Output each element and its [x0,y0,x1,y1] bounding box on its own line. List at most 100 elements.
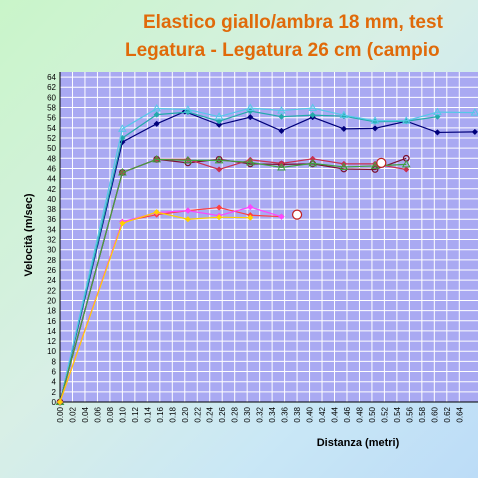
x-tick-labels: 0.00 0.02 0.04 0.06 0.08 0.10 0.12 0.14 0.16 0.18… [56,406,464,422]
x-tick-label: 0.20 [181,406,190,422]
y-tick-label: 64 [47,73,56,82]
y-tick-label: 40 [47,195,56,204]
x-tick-label: 0.44 [331,406,340,422]
series-layer [55,103,478,406]
data-point [215,118,223,125]
data-point [214,155,224,164]
y-tick-label: 46 [47,164,56,173]
data-point [278,127,285,135]
x-tick-label: 0.02 [68,406,77,422]
data-point [308,158,318,167]
y-tick-label: 10 [47,347,56,356]
x-tick-label: 0.08 [106,406,115,422]
data-point [309,155,316,162]
y-tick-label: 58 [47,104,56,113]
data-point [56,398,64,406]
data-point [277,106,286,114]
y-tick-label: 16 [47,317,56,326]
data-point [470,108,478,116]
data-point [370,161,380,169]
data-point [245,157,255,166]
data-point [401,116,411,124]
y-tick-label: 2 [52,388,57,397]
y-tick-label: 18 [47,307,56,316]
y-tick-label: 52 [47,134,56,143]
x-tick-label: 0.18 [168,406,177,422]
data-point [278,113,285,120]
x-tick-label: 0.16 [156,406,165,422]
data-point [309,112,316,119]
x-tick-label: 0.52 [380,406,389,422]
data-point [215,166,223,173]
x-tick-label: 0.34 [268,406,277,422]
chart-title: Elastico giallo/ambra 18 mm, test [143,12,443,33]
y-tick-label: 54 [47,124,56,133]
data-point [153,120,160,127]
series-9 [56,208,254,406]
data-point [278,213,285,220]
data-point [152,104,162,112]
y-axis-label: Velocità (m/sec) [23,193,35,276]
x-tick-label: 0.38 [293,406,302,422]
data-point [339,162,349,170]
y-tick-label: 24 [47,276,56,285]
x-tick-label: 0.40 [306,406,315,422]
data-point [215,214,223,221]
x-tick-label: 0.60 [430,406,439,422]
data-point [153,111,160,118]
data-point [433,107,442,116]
y-tick-label: 42 [47,185,56,194]
y-tick-label: 32 [47,236,56,245]
data-point [184,207,192,214]
data-point [340,125,348,133]
y-tick-label: 56 [47,114,56,123]
x-tick-label: 0.62 [443,406,452,422]
data-point [119,220,126,227]
x-tick-label: 0.00 [56,406,65,422]
data-point [184,216,192,223]
x-tick-label: 0.30 [243,406,252,422]
y-tick-label: 20 [47,296,56,305]
x-tick-label: 0.42 [318,406,327,422]
y-tick-labels: 0246810121416182022242628303234363840424… [47,73,56,407]
x-tick-label: 0.32 [256,406,265,422]
end-marker [376,157,387,168]
x-tick-label: 0.22 [193,406,202,422]
x-tick-label: 0.12 [131,406,140,422]
data-point [119,138,126,146]
x-tick-label: 0.36 [281,406,290,422]
data-point [215,204,223,211]
data-point [247,114,254,121]
plot-area [60,72,478,402]
series-line [59,158,407,403]
x-tick-label: 0.54 [393,406,402,422]
y-tick-label: 50 [47,144,56,153]
y-tick-label: 26 [47,266,56,275]
x-tick-label: 0.50 [368,406,377,422]
data-point [153,208,160,216]
data-point [434,113,441,120]
y-tick-label: 12 [47,337,56,346]
data-point [401,159,411,168]
series-6 [55,154,411,405]
data-point [214,112,224,120]
x-tick-label: 0.06 [93,406,102,422]
x-tick-label: 0.24 [206,406,215,422]
series-line [59,107,475,403]
data-point [118,124,127,132]
data-point [277,162,286,171]
data-point [152,154,162,163]
y-tick-label: 62 [47,83,56,92]
y-tick-label: 0 [52,398,57,407]
data-point [308,103,318,112]
y-tick-label: 30 [47,246,56,255]
x-tick-label: 0.28 [231,406,240,422]
y-tick-label: 36 [47,215,56,224]
x-tick-label: 0.48 [355,406,364,422]
series-line [59,110,438,403]
x-tick-label: 0.64 [455,406,464,422]
y-tick-label: 4 [52,378,57,387]
data-point [215,121,223,128]
end-marker-layer [291,157,387,220]
